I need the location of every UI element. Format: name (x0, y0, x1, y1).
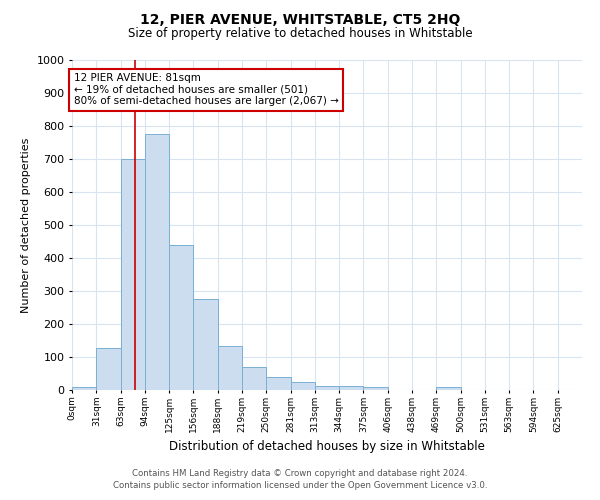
X-axis label: Distribution of detached houses by size in Whitstable: Distribution of detached houses by size … (169, 440, 485, 454)
Bar (339, 386, 364, 390)
Text: 12, PIER AVENUE, WHITSTABLE, CT5 2HQ: 12, PIER AVENUE, WHITSTABLE, CT5 2HQ (140, 12, 460, 26)
Y-axis label: Number of detached properties: Number of detached properties (21, 138, 31, 312)
Bar (72, 388, 96, 390)
Text: Size of property relative to detached houses in Whitstable: Size of property relative to detached ho… (128, 28, 472, 40)
Bar (218, 346, 242, 390)
Bar (169, 245, 193, 390)
Bar (364, 388, 388, 390)
Bar (145, 134, 169, 390)
Bar (266, 377, 290, 390)
Bar (290, 382, 315, 390)
Bar (315, 386, 339, 390)
Bar (242, 367, 266, 390)
Bar (121, 159, 145, 390)
Text: 12 PIER AVENUE: 81sqm
← 19% of detached houses are smaller (501)
80% of semi-det: 12 PIER AVENUE: 81sqm ← 19% of detached … (74, 73, 338, 106)
Bar (96, 348, 121, 390)
Text: Contains HM Land Registry data © Crown copyright and database right 2024.
Contai: Contains HM Land Registry data © Crown c… (113, 468, 487, 490)
Bar (436, 388, 461, 390)
Bar (193, 299, 218, 390)
